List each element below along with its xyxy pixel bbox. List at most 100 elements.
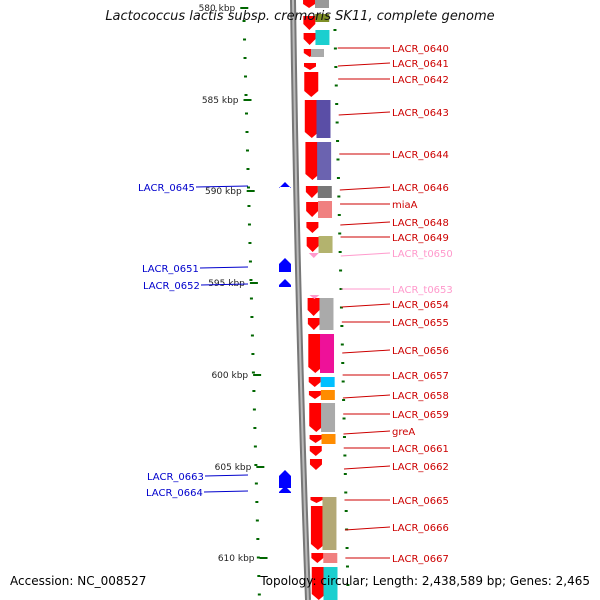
gene-label: LACR_0666 bbox=[392, 523, 449, 534]
scale-tick bbox=[249, 279, 253, 281]
gene-arrow bbox=[305, 186, 318, 198]
gene-label-leader bbox=[199, 266, 249, 269]
gene-label: LACR_0643 bbox=[392, 108, 449, 119]
scale-tick bbox=[252, 408, 256, 411]
gene-label: LACR_0652 bbox=[143, 281, 200, 292]
trna-marker bbox=[309, 295, 320, 299]
scale-tick bbox=[243, 38, 247, 41]
gene-arrow bbox=[306, 237, 319, 252]
scale-tick bbox=[252, 390, 256, 392]
gene-label: LACR_0646 bbox=[392, 183, 449, 194]
scale-tick bbox=[335, 121, 339, 124]
kbp-label: 580 kbp bbox=[199, 4, 236, 14]
map-title: Lactococcus lactis subsp. cremoris SK11,… bbox=[105, 9, 495, 24]
scale-tick bbox=[336, 140, 340, 142]
gene-label: miaA bbox=[392, 200, 418, 211]
scale-tick bbox=[339, 306, 343, 309]
scale-tick bbox=[333, 47, 337, 50]
scale-tick bbox=[341, 362, 345, 364]
gene-label: LACR_0648 bbox=[392, 218, 449, 229]
gene-label-leader bbox=[344, 526, 391, 531]
gene-label: LACR_0642 bbox=[392, 75, 449, 86]
scale-tick bbox=[247, 205, 251, 207]
gene-arrow bbox=[305, 142, 320, 180]
cog-block bbox=[315, 14, 330, 22]
gene-label: LACR_0657 bbox=[392, 371, 449, 382]
gene-label: LACR_0640 bbox=[392, 44, 449, 55]
scale-tick bbox=[343, 473, 347, 475]
scale-tick bbox=[344, 491, 348, 494]
cog-block bbox=[315, 30, 330, 45]
gene-label-leader bbox=[203, 490, 249, 493]
gene-label: LACR_0665 bbox=[392, 496, 449, 507]
scale-tick bbox=[243, 57, 247, 59]
gene-label: LACR_0641 bbox=[392, 59, 449, 70]
gene-arrow bbox=[306, 202, 319, 217]
scale-tick bbox=[340, 343, 344, 346]
cog-block bbox=[323, 567, 338, 600]
scale-tick bbox=[257, 593, 261, 596]
kbp-label: 605 kbp bbox=[215, 463, 252, 473]
kbp-tick bbox=[249, 282, 258, 284]
kbp-tick bbox=[243, 99, 252, 101]
gene-label-leader bbox=[195, 185, 249, 188]
cog-block bbox=[316, 100, 331, 138]
kbp-tick bbox=[240, 7, 249, 9]
gene-arrow bbox=[304, 72, 319, 97]
scale-tick bbox=[244, 94, 248, 96]
cog-block bbox=[319, 298, 334, 330]
gene-label-leader bbox=[343, 465, 391, 470]
cog-block bbox=[320, 334, 335, 373]
scale-tick bbox=[254, 482, 258, 485]
scale-tick bbox=[338, 251, 342, 253]
gene-label: LACR_0659 bbox=[392, 410, 449, 421]
reverse-gene-arrow bbox=[279, 470, 291, 488]
scale-tick bbox=[250, 316, 254, 318]
gene-label: LACR_0654 bbox=[392, 300, 449, 311]
gene-label-leader bbox=[200, 283, 249, 286]
scale-tick bbox=[346, 584, 350, 586]
gene-arrow bbox=[307, 298, 320, 316]
gene-label: LACR_0655 bbox=[392, 318, 449, 329]
scale-tick bbox=[343, 454, 347, 457]
gene-arrow bbox=[311, 553, 324, 563]
genome-backbone-highlight bbox=[292, 0, 309, 600]
gene-arrow bbox=[310, 506, 325, 550]
gene-arrow bbox=[303, 16, 316, 30]
scale-tick bbox=[248, 260, 252, 263]
scale-tick bbox=[253, 427, 257, 429]
kbp-label: 610 kbp bbox=[218, 554, 255, 564]
scale-tick bbox=[245, 112, 248, 115]
scale-tick bbox=[339, 288, 343, 290]
scale-tick bbox=[257, 575, 261, 577]
cog-block bbox=[322, 497, 337, 550]
scale-tick bbox=[245, 131, 249, 133]
gene-label: LACR_0667 bbox=[392, 554, 449, 565]
gene-arrow bbox=[309, 435, 322, 443]
gene-arrow bbox=[309, 403, 324, 432]
gene-label: LACR_0663 bbox=[147, 472, 204, 483]
kbp-label: 590 kbp bbox=[205, 187, 242, 197]
kbp-tick bbox=[246, 190, 255, 192]
scale-tick bbox=[337, 214, 341, 216]
scale-tick bbox=[249, 297, 253, 300]
cog-block bbox=[321, 403, 336, 432]
scale-tick bbox=[344, 510, 348, 512]
gene-label: LACR_0651 bbox=[142, 264, 199, 275]
reverse-gene-arrow bbox=[279, 486, 291, 493]
scale-tick bbox=[246, 186, 250, 189]
gene-label: LACR_0656 bbox=[392, 346, 449, 357]
cog-block bbox=[317, 142, 332, 180]
gene-label: LACR_0661 bbox=[392, 444, 449, 455]
gene-arrow bbox=[308, 334, 323, 373]
gene-label-leader bbox=[340, 221, 391, 226]
gene-arrow bbox=[303, 33, 316, 45]
scale-tick bbox=[336, 158, 340, 161]
gene-label-leader bbox=[337, 62, 391, 67]
kbp-label: 585 kbp bbox=[202, 96, 239, 106]
gene-label: LACR_0645 bbox=[138, 183, 195, 194]
gene-label: LACR_0662 bbox=[392, 462, 449, 473]
scale-tick bbox=[255, 501, 259, 503]
gene-label: LACR_0658 bbox=[392, 391, 449, 402]
